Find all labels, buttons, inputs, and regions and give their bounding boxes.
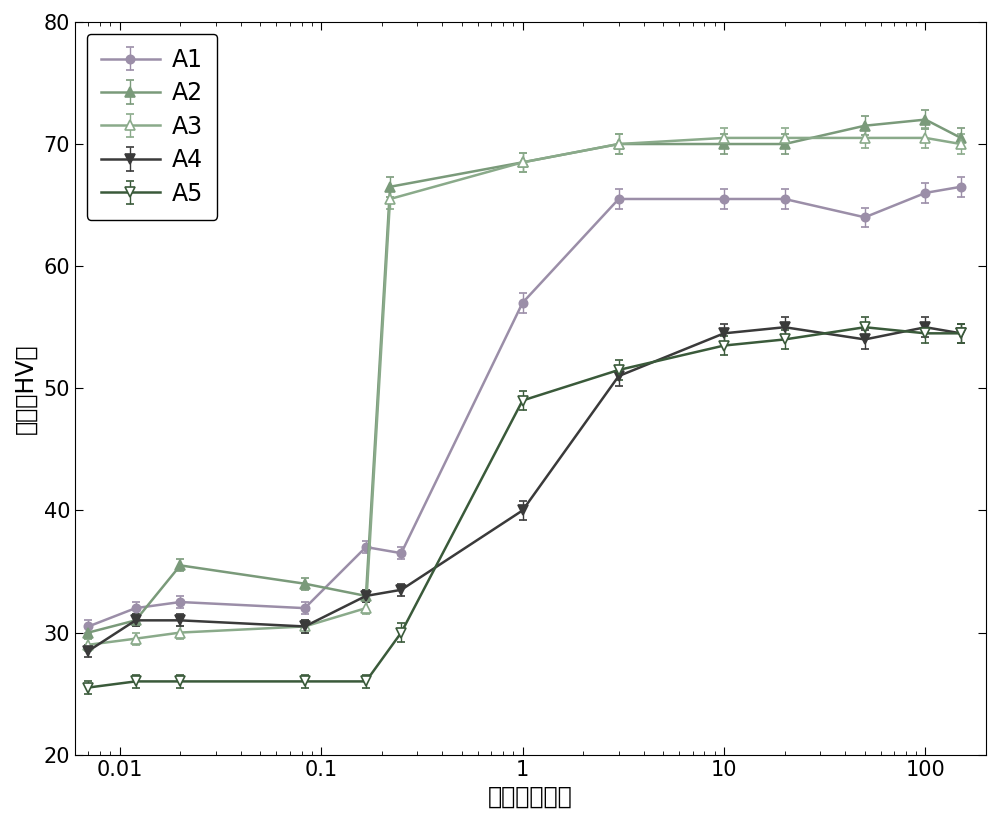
Legend: A1, A2, A3, A4, A5: A1, A2, A3, A4, A5 <box>87 34 217 220</box>
X-axis label: 时间（小时）: 时间（小时） <box>488 785 573 809</box>
Y-axis label: 硬度（HV）: 硬度（HV） <box>14 343 38 434</box>
